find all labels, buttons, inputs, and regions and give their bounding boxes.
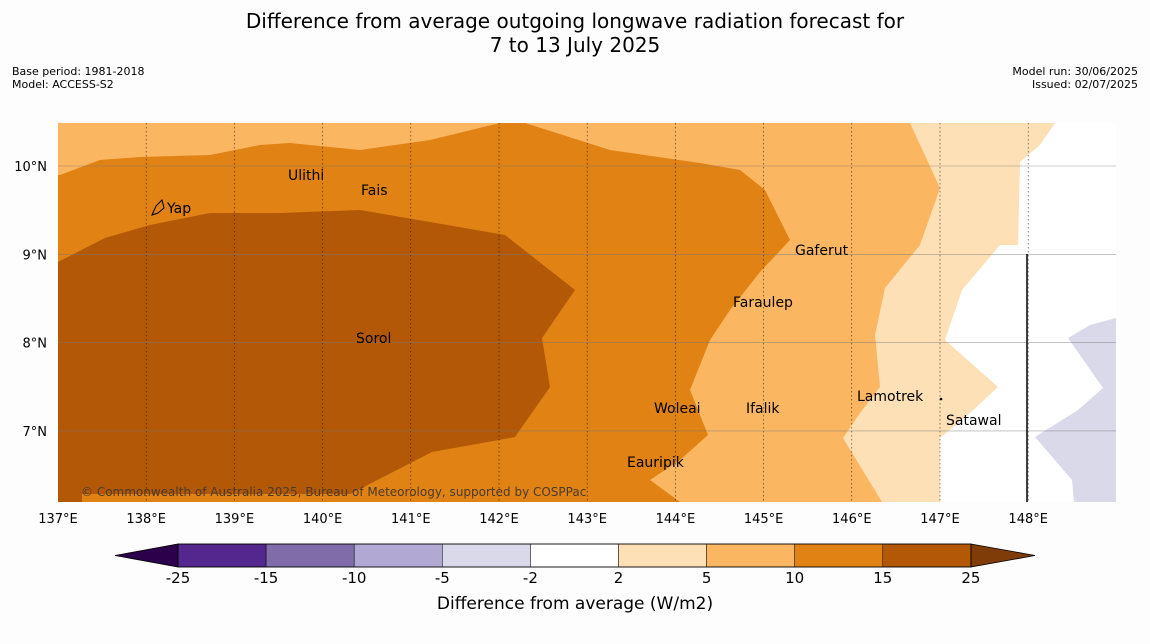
colorbar-label: Difference from average (W/m2) — [436, 594, 714, 614]
colorbar-tick-label: 2 — [614, 569, 624, 587]
lon-tick-label: 137°E — [38, 512, 78, 527]
place-yap: Yap — [166, 201, 191, 217]
longitude-labels: 137°E 138°E 139°E 140°E 141°E 142°E 143°E 144°E… — [38, 512, 1048, 527]
colorbar-tick-label: 25 — [961, 569, 980, 587]
place-faraulep: Faraulep — [733, 295, 793, 311]
colorbar: -25 -15 -10 -5 -2 2 5 10 15 25 — [114, 543, 1036, 587]
place-labels: Ulithi Fais Yap Gaferut Faraulep Sorol L… — [166, 168, 1001, 471]
place-gaferut: Gaferut — [795, 243, 849, 259]
map-title: Difference from average outgoing longwav… — [0, 9, 1150, 57]
colorbar-tick-label: -10 — [342, 569, 367, 587]
colorbar-segment — [882, 543, 972, 568]
colorbar-tick-label: -2 — [523, 569, 538, 587]
colorbar-tick-label: -15 — [254, 569, 279, 587]
title-line-2: 7 to 13 July 2025 — [489, 33, 661, 57]
colorbar-frame — [177, 543, 972, 568]
copyright-notice: © Commonwealth of Australia 2025, Bureau… — [81, 485, 586, 499]
lat-tick-label: 9°N — [23, 248, 48, 263]
model-name: Model: ACCESS-S2 — [12, 78, 114, 91]
base-period: Base period: 1981-2018 — [12, 65, 145, 78]
colorbar-tick-label: 5 — [702, 569, 712, 587]
map-area — [58, 123, 1116, 502]
place-satawal: Satawal — [946, 413, 1001, 429]
colorbar-extend-high — [970, 543, 1036, 568]
place-fais: Fais — [361, 183, 388, 199]
graticule — [58, 123, 1116, 502]
lon-tick-label: 145°E — [744, 512, 784, 527]
colorbar-segment — [353, 543, 443, 568]
place-ulithi: Ulithi — [288, 168, 324, 184]
place-lamotrek: Lamotrek — [857, 389, 924, 405]
lon-tick-label: 148°E — [1008, 512, 1048, 527]
latitude-labels: 10°N 9°N 8°N 7°N — [14, 160, 47, 440]
colorbar-tick-label: 15 — [873, 569, 892, 587]
lon-tick-label: 140°E — [303, 512, 343, 527]
lat-tick-label: 10°N — [14, 160, 47, 175]
region-15-to-25-south — [58, 494, 82, 502]
lon-tick-label: 146°E — [832, 512, 872, 527]
colorbar-extend-low — [114, 543, 179, 568]
meta-left: Base period: 1981-2018 Model: ACCESS-S2 — [12, 65, 144, 91]
island-markers — [151, 199, 943, 401]
lon-tick-label: 138°E — [126, 512, 166, 527]
colorbar-tick-label: -5 — [435, 569, 450, 587]
colorbar-segment — [530, 543, 619, 568]
issued-date: Issued: 02/07/2025 — [1031, 78, 1138, 91]
lamotrek-dot — [939, 397, 943, 401]
colorbar-segment — [177, 543, 267, 568]
lat-tick-label: 7°N — [23, 425, 48, 440]
place-ifalik: Ifalik — [746, 401, 780, 417]
yap-island-outline — [151, 199, 165, 216]
lon-tick-label: 142°E — [479, 512, 519, 527]
place-sorol: Sorol — [356, 331, 391, 347]
place-woleai: Woleai — [654, 401, 701, 417]
colorbar-segment — [706, 543, 795, 568]
colorbar-tick-label: 10 — [785, 569, 804, 587]
colorbar-segment — [265, 543, 355, 568]
place-eauripik: Eauripik — [627, 455, 685, 471]
colorbar-segment — [442, 543, 531, 568]
title-line-1: Difference from average outgoing longwav… — [245, 9, 905, 33]
meta-right: Model run: 30/06/2025 Issued: 02/07/2025 — [1012, 65, 1138, 91]
lon-tick-label: 143°E — [567, 512, 607, 527]
lat-tick-label: 8°N — [23, 337, 48, 352]
colorbar-tick-label: -25 — [166, 569, 191, 587]
lon-tick-label: 147°E — [920, 512, 960, 527]
colorbar-segment — [618, 543, 707, 568]
lon-tick-label: 139°E — [215, 512, 255, 527]
lon-tick-label: 144°E — [656, 512, 696, 527]
model-run: Model run: 30/06/2025 — [1012, 65, 1138, 78]
colorbar-segment — [794, 543, 884, 568]
lon-tick-label: 141°E — [391, 512, 431, 527]
region-15-to-25 — [58, 210, 575, 494]
region-negative-5-to-2 — [1035, 318, 1116, 502]
